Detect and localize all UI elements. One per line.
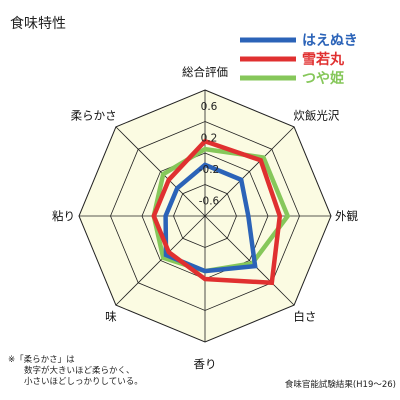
grid-spoke (115, 215, 206, 306)
source-text: 食味官能試験結果(H19〜26) (285, 379, 396, 390)
note-line: 小さいほどしっかりしている。 (24, 376, 143, 387)
series-line-1 (163, 162, 258, 274)
axis-label: 炊飯光沢 (293, 109, 339, 123)
axis-label: 香り (194, 357, 217, 371)
legend-label: つや姫 (302, 70, 344, 87)
legend-label: はえぬき (302, 33, 358, 49)
grid-spoke (204, 126, 295, 217)
note-line: 数字が大きいほど柔らかく、 (24, 365, 135, 376)
radial-tick-labels: 0.6 0.2 -0.2 -0.6 (199, 101, 220, 208)
series-line-2 (151, 138, 283, 286)
grid-spoke (204, 215, 295, 306)
axis-label: 粘り (52, 209, 75, 223)
chart-title: 食味特性 (10, 15, 66, 32)
legend-label: 雪若丸 (302, 51, 345, 68)
tick-label: 0.6 (201, 101, 218, 113)
axis-label: 柔らかさ (71, 109, 117, 123)
note-line: ※「柔らかさ」は (8, 354, 75, 365)
grid-spoke (115, 126, 206, 217)
radar-series (151, 138, 291, 286)
radar-grid (78, 89, 332, 343)
axis-label: 味 (105, 309, 117, 323)
axis-label: 総合評価 (182, 65, 228, 79)
tick-label: -0.2 (199, 164, 220, 176)
axis-label: 外観 (335, 209, 358, 223)
tick-label: 0.2 (201, 132, 218, 144)
tick-label: -0.6 (199, 195, 220, 207)
axis-label: 白さ (293, 309, 316, 323)
